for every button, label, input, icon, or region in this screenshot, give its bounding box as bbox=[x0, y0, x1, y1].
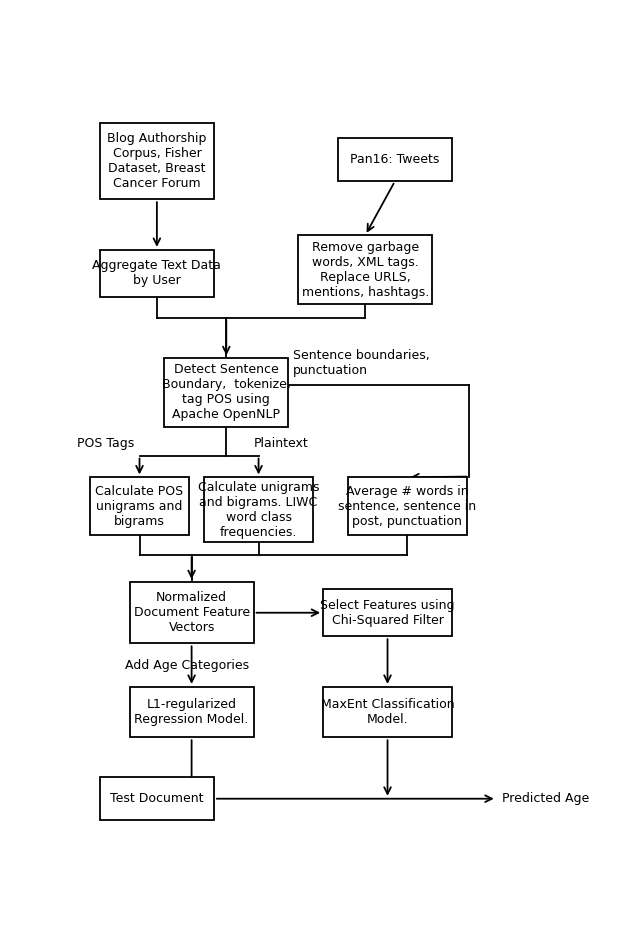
FancyBboxPatch shape bbox=[164, 358, 289, 427]
Text: Calculate POS
unigrams and
bigrams: Calculate POS unigrams and bigrams bbox=[95, 485, 184, 528]
Text: Predicted Age: Predicted Age bbox=[502, 793, 589, 805]
Text: Sentence boundaries,
punctuation: Sentence boundaries, punctuation bbox=[293, 349, 430, 376]
Text: MaxEnt Classification
Model.: MaxEnt Classification Model. bbox=[321, 698, 454, 726]
Text: Test Document: Test Document bbox=[110, 793, 204, 805]
FancyBboxPatch shape bbox=[338, 138, 452, 181]
Text: Pan16: Tweets: Pan16: Tweets bbox=[350, 153, 440, 166]
FancyBboxPatch shape bbox=[100, 777, 214, 821]
Text: POS Tags: POS Tags bbox=[77, 437, 134, 450]
FancyBboxPatch shape bbox=[323, 589, 452, 636]
Text: Add Age Categories: Add Age Categories bbox=[125, 658, 249, 672]
Text: Calculate unigrams
and bigrams. LIWC
word class
frequencies.: Calculate unigrams and bigrams. LIWC wor… bbox=[198, 481, 319, 538]
Text: Plaintext: Plaintext bbox=[253, 437, 308, 450]
Text: Blog Authorship
Corpus, Fisher
Dataset, Breast
Cancer Forum: Blog Authorship Corpus, Fisher Dataset, … bbox=[107, 132, 207, 190]
FancyBboxPatch shape bbox=[298, 235, 432, 304]
Text: Aggregate Text Data
by User: Aggregate Text Data by User bbox=[92, 259, 221, 287]
FancyBboxPatch shape bbox=[348, 477, 467, 535]
FancyBboxPatch shape bbox=[129, 687, 253, 737]
FancyBboxPatch shape bbox=[129, 582, 253, 643]
Text: L1-regularized
Regression Model.: L1-regularized Regression Model. bbox=[134, 698, 249, 726]
FancyBboxPatch shape bbox=[204, 477, 313, 542]
Text: Average # words in
sentence, sentence in
post, punctuation: Average # words in sentence, sentence in… bbox=[339, 485, 476, 528]
FancyBboxPatch shape bbox=[100, 124, 214, 199]
Text: Detect Sentence
Boundary,  tokenize,
tag POS using
Apache OpenNLP: Detect Sentence Boundary, tokenize, tag … bbox=[162, 363, 291, 421]
FancyBboxPatch shape bbox=[323, 687, 452, 737]
Text: Normalized
Document Feature
Vectors: Normalized Document Feature Vectors bbox=[134, 591, 250, 634]
FancyBboxPatch shape bbox=[100, 250, 214, 296]
Text: Select Features using
Chi-Squared Filter: Select Features using Chi-Squared Filter bbox=[320, 598, 455, 627]
Text: Remove garbage
words, XML tags.
Replace URLS,
mentions, hashtags.: Remove garbage words, XML tags. Replace … bbox=[301, 241, 429, 298]
FancyBboxPatch shape bbox=[90, 477, 189, 535]
